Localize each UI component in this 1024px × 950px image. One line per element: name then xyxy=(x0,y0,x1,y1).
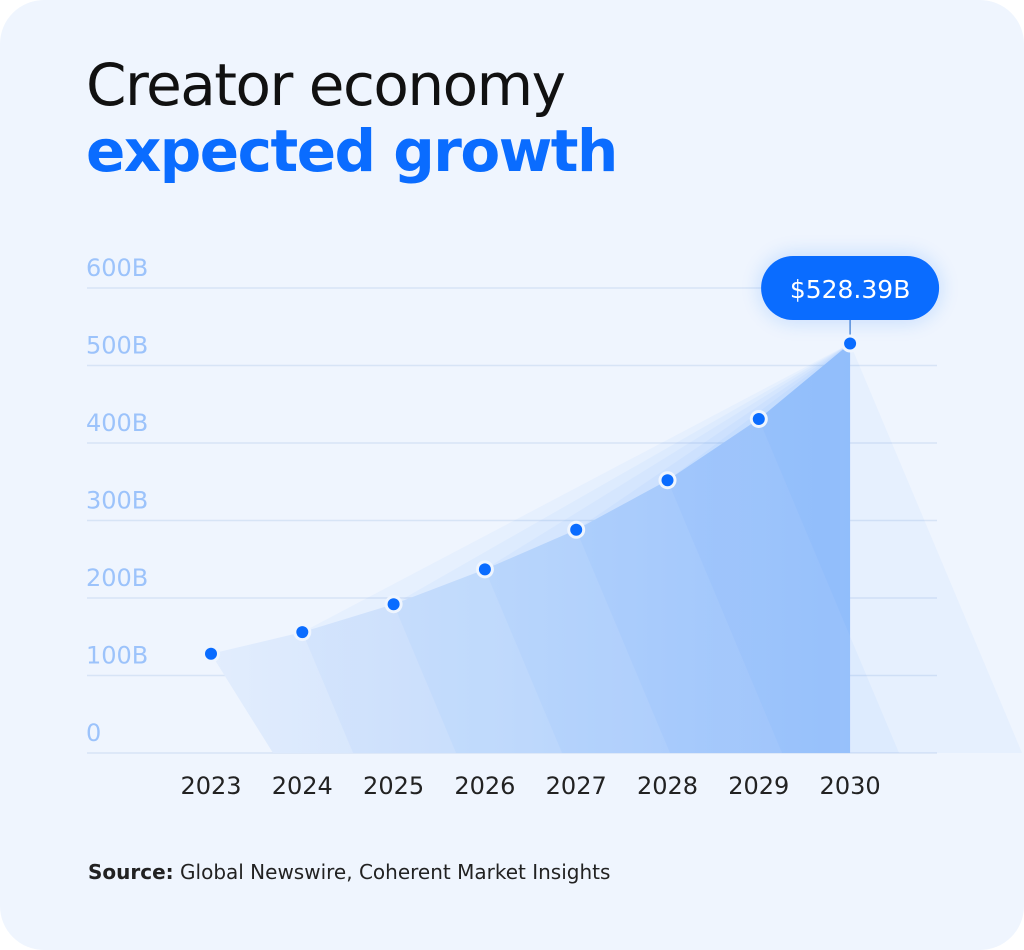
area-shade-band xyxy=(850,343,1022,753)
data-point xyxy=(570,523,583,536)
x-tick-label: 2030 xyxy=(820,772,881,800)
y-tick-label: 200B xyxy=(86,564,148,592)
y-tick-label: 600B xyxy=(86,254,148,282)
data-point xyxy=(844,337,857,350)
title-line-1: Creator economy xyxy=(86,51,566,119)
x-tick-label: 2026 xyxy=(454,772,515,800)
data-point xyxy=(478,563,491,576)
chart-title: Creator economy expected growth xyxy=(86,51,618,185)
area-fill xyxy=(211,343,851,753)
y-tick-label: 0 xyxy=(86,719,101,747)
x-tick-label: 2025 xyxy=(363,772,424,800)
y-tick-label: 400B xyxy=(86,409,148,437)
x-tick-label: 2029 xyxy=(728,772,789,800)
data-point xyxy=(205,647,217,660)
y-tick-label: 300B xyxy=(86,487,148,515)
source-note: Source: Global Newswire, Coherent Market… xyxy=(88,860,610,884)
data-point xyxy=(661,474,674,487)
data-point xyxy=(752,412,765,425)
source-text: Global Newswire, Coherent Market Insight… xyxy=(173,860,611,884)
source-label: Source: xyxy=(88,860,174,884)
annotation-pill xyxy=(761,256,940,320)
x-tick-label: 2028 xyxy=(637,772,698,800)
y-tick-label: 500B xyxy=(86,332,148,360)
y-tick-label: 100B xyxy=(86,642,148,670)
title-line-2: expected growth xyxy=(86,117,618,185)
x-tick-label: 2024 xyxy=(272,772,333,800)
data-point xyxy=(387,598,400,611)
annotation-label: $528.39B xyxy=(790,275,911,304)
x-tick-label: 2023 xyxy=(180,772,241,800)
x-tick-label: 2027 xyxy=(546,772,607,800)
data-point xyxy=(296,626,309,639)
